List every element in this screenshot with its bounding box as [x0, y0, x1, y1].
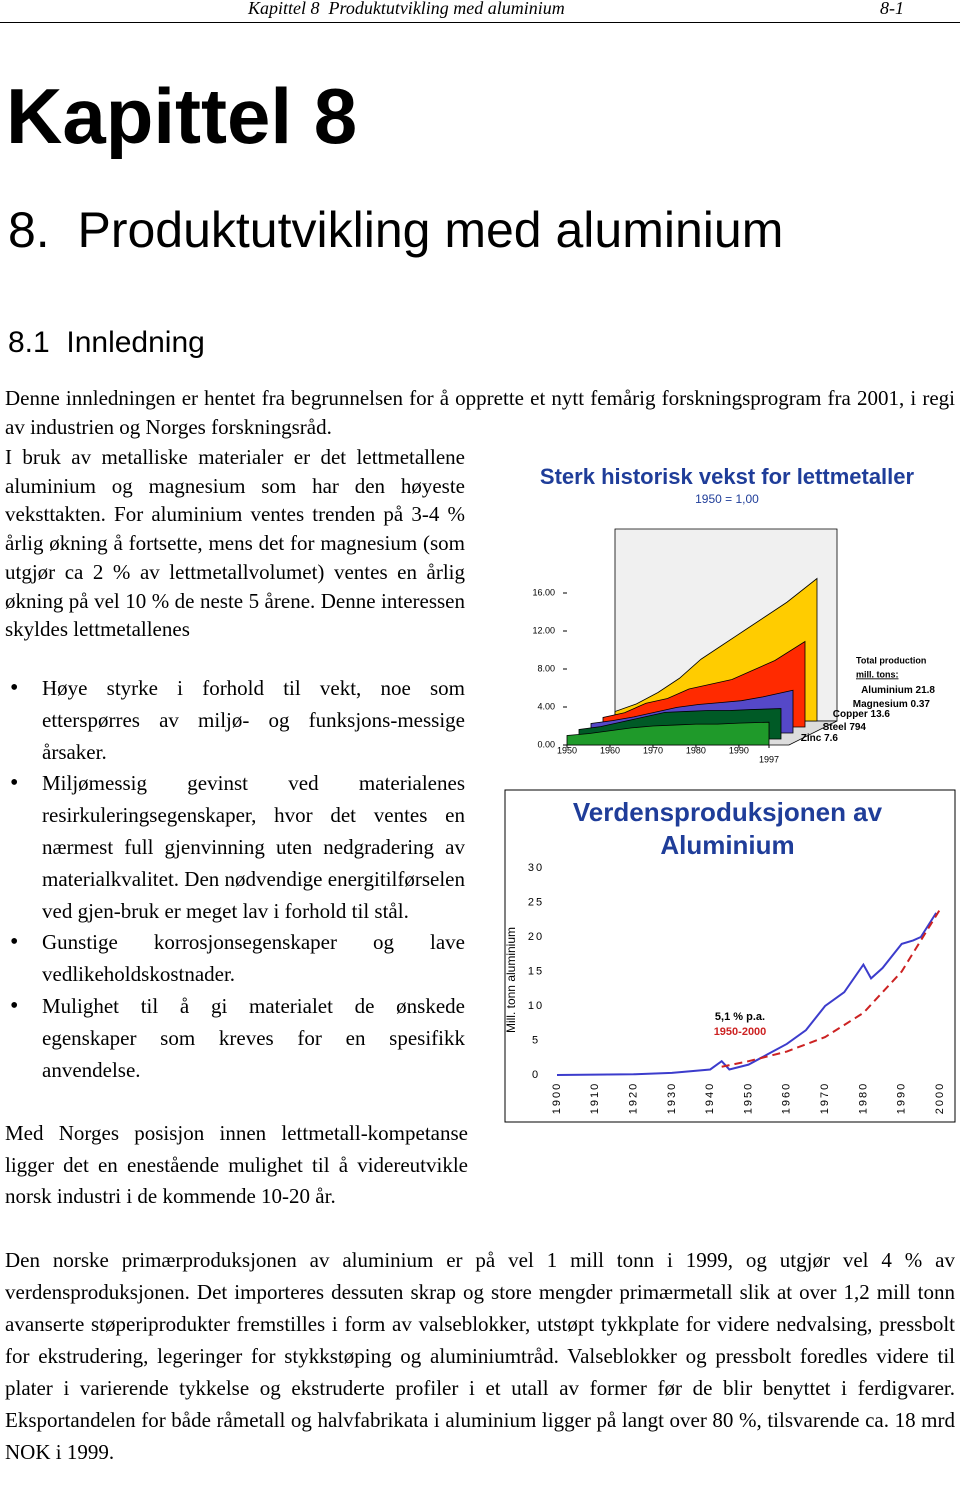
bullet: Mulighet til å gi materialet de ønskede …: [5, 991, 465, 1086]
series-name: Copper: [833, 709, 868, 720]
paragraph: Den norske primærproduksjonen av alumini…: [5, 1248, 955, 1464]
series-name: Aluminium: [861, 685, 913, 696]
y-tick-label: 20: [528, 931, 544, 943]
paragraph: I bruk av metalliske materialer er det l…: [5, 445, 465, 642]
series-total: 0.37: [911, 699, 931, 710]
totals-title: mill. tons:: [856, 669, 899, 679]
x-tick-label: 1930: [666, 1082, 678, 1114]
chart-subtitle: 1950 = 1,00: [695, 492, 759, 506]
total-label: Magnesium 0.37: [853, 699, 931, 710]
y-tick-label: 10: [528, 1000, 544, 1012]
chart-title: Verdensproduksjonen av Aluminium: [572, 797, 883, 860]
y-tick-label: 12.00: [532, 625, 555, 635]
x-tick-label: 1940: [704, 1082, 716, 1114]
y-axis-label: Mill. tonn aluminium: [504, 927, 518, 1033]
subsection-title: 8.1 Innledning: [8, 326, 205, 359]
bullet: Miljømessig gevinst ved materialenes res…: [5, 768, 465, 927]
series-name: Magnesium: [853, 699, 908, 710]
x-tick-label: 1997: [759, 754, 779, 764]
series-total: 7.6: [824, 733, 838, 744]
series-name: Zinc: [801, 733, 822, 744]
x-tick-label: 1990: [896, 1082, 908, 1114]
x-tick-label: 1980: [857, 1082, 869, 1114]
x-tick-label: 1910: [589, 1082, 601, 1114]
y-tick-label: 25: [528, 896, 544, 908]
y-tick-label: 30: [528, 862, 544, 874]
paragraph: Denne innledningen er hentet fra begrunn…: [5, 386, 955, 439]
series-total: 13.6: [871, 709, 891, 720]
x-tick-label: 2000: [934, 1082, 946, 1114]
y-tick-label: 0: [532, 1069, 540, 1081]
total-label: Zinc 7.6: [801, 733, 839, 744]
y-tick-label: 0.00: [537, 739, 555, 749]
paragraph: Med Norges posisjon innen lettmetall-kom…: [5, 1121, 468, 1208]
series-total: 21.8: [916, 685, 936, 696]
section-title: 8. Produktutvikling med aluminium: [8, 202, 784, 258]
chapter-title: Kapittel 8: [6, 72, 358, 160]
y-tick-label: 15: [528, 965, 544, 977]
y-tick-label: 5: [532, 1034, 540, 1046]
x-tick-label: 1980: [686, 745, 706, 755]
y-tick-label: 8.00: [537, 663, 555, 673]
closing-block: Med Norges posisjon innen lettmetall-kom…: [5, 1118, 540, 1213]
bullet-list: Høye styrke i forhold til vekt, noe som …: [5, 673, 465, 1086]
series-name: Steel: [823, 722, 847, 733]
y-tick-label: 4.00: [537, 701, 555, 711]
page-number: 8-1: [880, 0, 904, 18]
line: [721, 908, 941, 1068]
chart-title: Sterk historisk vekst for lettmetaller: [540, 464, 915, 489]
x-tick-label: 1970: [819, 1082, 831, 1114]
x-tick-label: 1960: [600, 745, 620, 755]
y-tick-label: 16.00: [532, 587, 555, 597]
x-tick-label: 1920: [628, 1082, 640, 1114]
x-tick-label: 1950: [557, 745, 577, 755]
annotation: 5,1 % p.a.: [715, 1011, 765, 1023]
chart-frame: [504, 789, 956, 1123]
running-title: Kapittel 8 Produktutvikling med aluminiu…: [248, 0, 565, 18]
chart-title-box: Verdensproduksjonen av Aluminium: [572, 797, 883, 860]
x-tick-label: 1900: [551, 1082, 563, 1114]
x-tick-label: 1970: [643, 745, 663, 755]
totals-title: Total production: [856, 655, 926, 665]
annotation: 1950-2000: [714, 1026, 767, 1038]
line: [556, 912, 938, 1076]
running-header: Kapittel 8 Produktutvikling med aluminiu…: [0, 0, 960, 23]
area: [566, 721, 770, 746]
total-label: Steel 794: [823, 722, 867, 733]
bullet: Gunstige korrosjonsegenskaper og lave ve…: [5, 927, 465, 991]
series-total: 794: [849, 722, 866, 733]
x-tick-label: 1950: [742, 1082, 754, 1114]
total-label: Copper 13.6: [833, 709, 891, 720]
x-tick-label: 1960: [781, 1082, 793, 1114]
bullet: Høye styrke i forhold til vekt, noe som …: [5, 673, 465, 768]
x-tick-label: 1990: [729, 745, 749, 755]
total-label: Aluminium 21.8: [861, 685, 935, 696]
